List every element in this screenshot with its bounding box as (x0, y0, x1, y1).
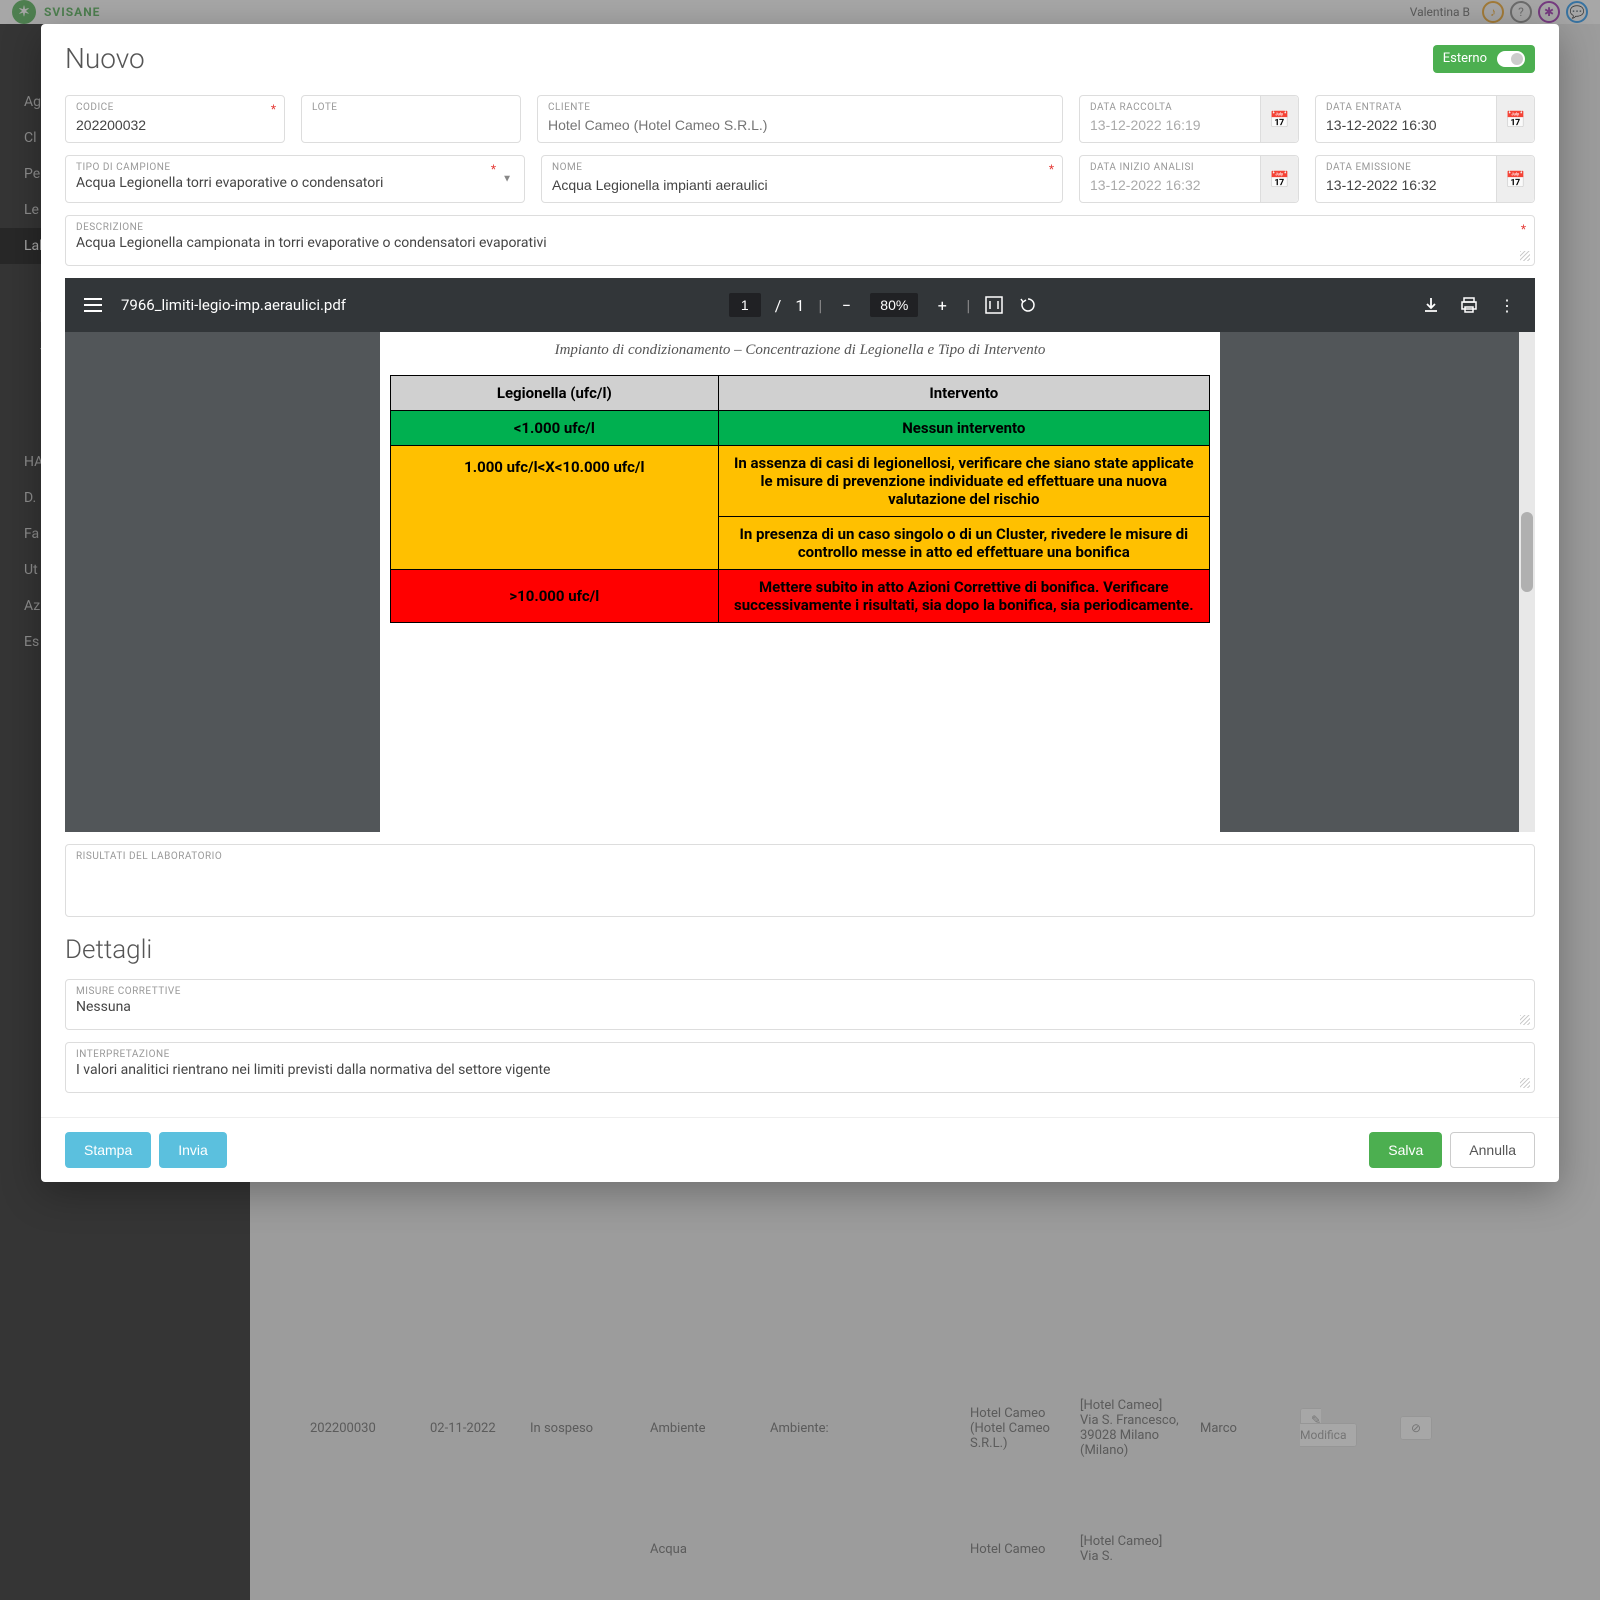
pdf-viewer: 7966_limiti-legio-imp.aeraulici.pdf / 1 … (65, 278, 1535, 832)
field-risultati: RISULTATI DEL LABORATORIO (65, 844, 1535, 917)
input-cliente[interactable] (548, 117, 1052, 133)
modal-header: Nuovo Esterno (41, 24, 1559, 83)
label-codice: CODICE (76, 102, 274, 113)
label-lote: LOTE (312, 102, 510, 113)
invia-button[interactable]: Invia (159, 1132, 227, 1168)
pdf-td: Nessun intervento (718, 411, 1209, 446)
input-codice[interactable] (76, 117, 274, 133)
field-lote: LOTE (301, 95, 521, 143)
modal-body: CODICE * LOTE CLIENTE DATA RACCOLTA 📅 (41, 83, 1559, 1117)
label-risultati: RISULTATI DEL LABORATORIO (76, 851, 1524, 862)
textarea-interpretazione[interactable]: I valori analitici rientrano nei limiti … (76, 1062, 1524, 1084)
pdf-page-input[interactable] (729, 293, 761, 317)
field-nome: NOME * (541, 155, 1063, 203)
resize-handle[interactable] (1520, 1078, 1530, 1088)
pdf-th: Legionella (ufc/l) (391, 376, 719, 411)
pdf-scrollbar[interactable] (1519, 332, 1535, 832)
required-icon: * (1049, 162, 1054, 176)
label-data-emissione: DATA EMISSIONE (1326, 162, 1490, 173)
download-icon[interactable] (1421, 295, 1441, 315)
rotate-icon[interactable] (1018, 295, 1038, 315)
pdf-table: Legionella (ufc/l) Intervento <1.000 ufc… (390, 375, 1210, 623)
print-icon[interactable] (1459, 295, 1479, 315)
chevron-down-icon: ▼ (502, 174, 512, 185)
label-tipo-campione: TIPO DI CAMPIONE (76, 162, 514, 173)
pdf-td: 1.000 ufc/l<X<10.000 ufc/l (391, 446, 719, 570)
pdf-page-total: 1 (795, 296, 804, 315)
field-data-entrata: DATA ENTRATA 📅 (1315, 95, 1535, 143)
field-cliente: CLIENTE (537, 95, 1063, 143)
label-cliente: CLIENTE (548, 102, 1052, 113)
pdf-zoom-input[interactable] (870, 293, 918, 317)
input-data-inizio[interactable] (1090, 177, 1254, 193)
section-dettagli-title: Dettagli (65, 935, 1535, 965)
field-data-raccolta: DATA RACCOLTA 📅 (1079, 95, 1299, 143)
select-tipo-campione[interactable]: Acqua Legionella torri evaporative o con… (76, 175, 514, 191)
zoom-out-icon[interactable]: − (836, 295, 856, 315)
toggle-switch[interactable] (1497, 51, 1525, 67)
stampa-button[interactable]: Stampa (65, 1132, 151, 1168)
toggle-label: Esterno (1443, 51, 1487, 66)
input-nome[interactable] (552, 177, 1052, 193)
calendar-icon[interactable]: 📅 (1496, 156, 1534, 202)
label-interpretazione: INTERPRETAZIONE (76, 1049, 1524, 1060)
esterno-toggle[interactable]: Esterno (1433, 45, 1535, 73)
pdf-doc-title: Impianto di condizionamento – Concentraz… (380, 342, 1220, 359)
pdf-td: >10.000 ufc/l (391, 570, 719, 623)
pdf-filename: 7966_limiti-legio-imp.aeraulici.pdf (121, 296, 346, 314)
annulla-button[interactable]: Annulla (1450, 1132, 1535, 1168)
field-data-emissione: DATA EMISSIONE 📅 (1315, 155, 1535, 203)
textarea-descrizione[interactable]: Acqua Legionella campionata in torri eva… (76, 235, 1524, 257)
required-icon: * (1521, 222, 1526, 236)
label-data-raccolta: DATA RACCOLTA (1090, 102, 1254, 113)
modal-dialog: Nuovo Esterno CODICE * LOTE CLIENTE (41, 24, 1559, 1182)
input-data-raccolta[interactable] (1090, 117, 1254, 133)
calendar-icon[interactable]: 📅 (1260, 156, 1298, 202)
modal-title: Nuovo (65, 42, 145, 75)
pdf-toolbar: 7966_limiti-legio-imp.aeraulici.pdf / 1 … (65, 278, 1535, 332)
more-icon[interactable]: ⋮ (1497, 295, 1517, 315)
pdf-td: Mettere subito in atto Azioni Correttive… (718, 570, 1209, 623)
label-nome: NOME (552, 162, 1052, 173)
resize-handle[interactable] (1520, 251, 1530, 261)
field-descrizione: DESCRIZIONE Acqua Legionella campionata … (65, 215, 1535, 266)
salva-button[interactable]: Salva (1369, 1132, 1442, 1168)
resize-handle[interactable] (1520, 1015, 1530, 1025)
pdf-td: In presenza di un caso singolo o di un C… (718, 517, 1209, 570)
textarea-risultati[interactable] (76, 864, 1524, 886)
label-descrizione: DESCRIZIONE (76, 222, 1524, 233)
input-data-emissione[interactable] (1326, 177, 1490, 193)
input-lote[interactable] (312, 117, 510, 133)
pdf-page: Impianto di condizionamento – Concentraz… (380, 332, 1220, 832)
field-codice: CODICE * (65, 95, 285, 143)
separator: | (966, 296, 970, 315)
pdf-page-sep: / (775, 296, 782, 315)
field-misure: MISURE CORRETTIVE Nessuna (65, 979, 1535, 1030)
zoom-in-icon[interactable]: + (932, 295, 952, 315)
label-data-entrata: DATA ENTRATA (1326, 102, 1490, 113)
modal-overlay: Nuovo Esterno CODICE * LOTE CLIENTE (0, 0, 1600, 1600)
scrollbar-thumb[interactable] (1521, 512, 1533, 592)
fit-page-icon[interactable] (984, 295, 1004, 315)
label-data-inizio: DATA INIZIO ANALISI (1090, 162, 1254, 173)
pdf-content[interactable]: Impianto di condizionamento – Concentraz… (65, 332, 1535, 832)
pdf-td: In assenza di casi di legionellosi, veri… (718, 446, 1209, 517)
field-interpretazione: INTERPRETAZIONE I valori analitici rient… (65, 1042, 1535, 1093)
menu-icon[interactable] (83, 295, 103, 315)
calendar-icon[interactable]: 📅 (1496, 96, 1534, 142)
separator: | (818, 296, 822, 315)
textarea-misure[interactable]: Nessuna (76, 999, 1524, 1021)
input-data-entrata[interactable] (1326, 117, 1490, 133)
pdf-th: Intervento (718, 376, 1209, 411)
required-icon: * (271, 102, 276, 116)
calendar-icon[interactable]: 📅 (1260, 96, 1298, 142)
field-data-inizio: DATA INIZIO ANALISI 📅 (1079, 155, 1299, 203)
label-misure: MISURE CORRETTIVE (76, 986, 1524, 997)
modal-footer: Stampa Invia Salva Annulla (41, 1117, 1559, 1182)
required-icon: * (491, 162, 496, 176)
pdf-td: <1.000 ufc/l (391, 411, 719, 446)
field-tipo-campione[interactable]: TIPO DI CAMPIONE Acqua Legionella torri … (65, 155, 525, 203)
